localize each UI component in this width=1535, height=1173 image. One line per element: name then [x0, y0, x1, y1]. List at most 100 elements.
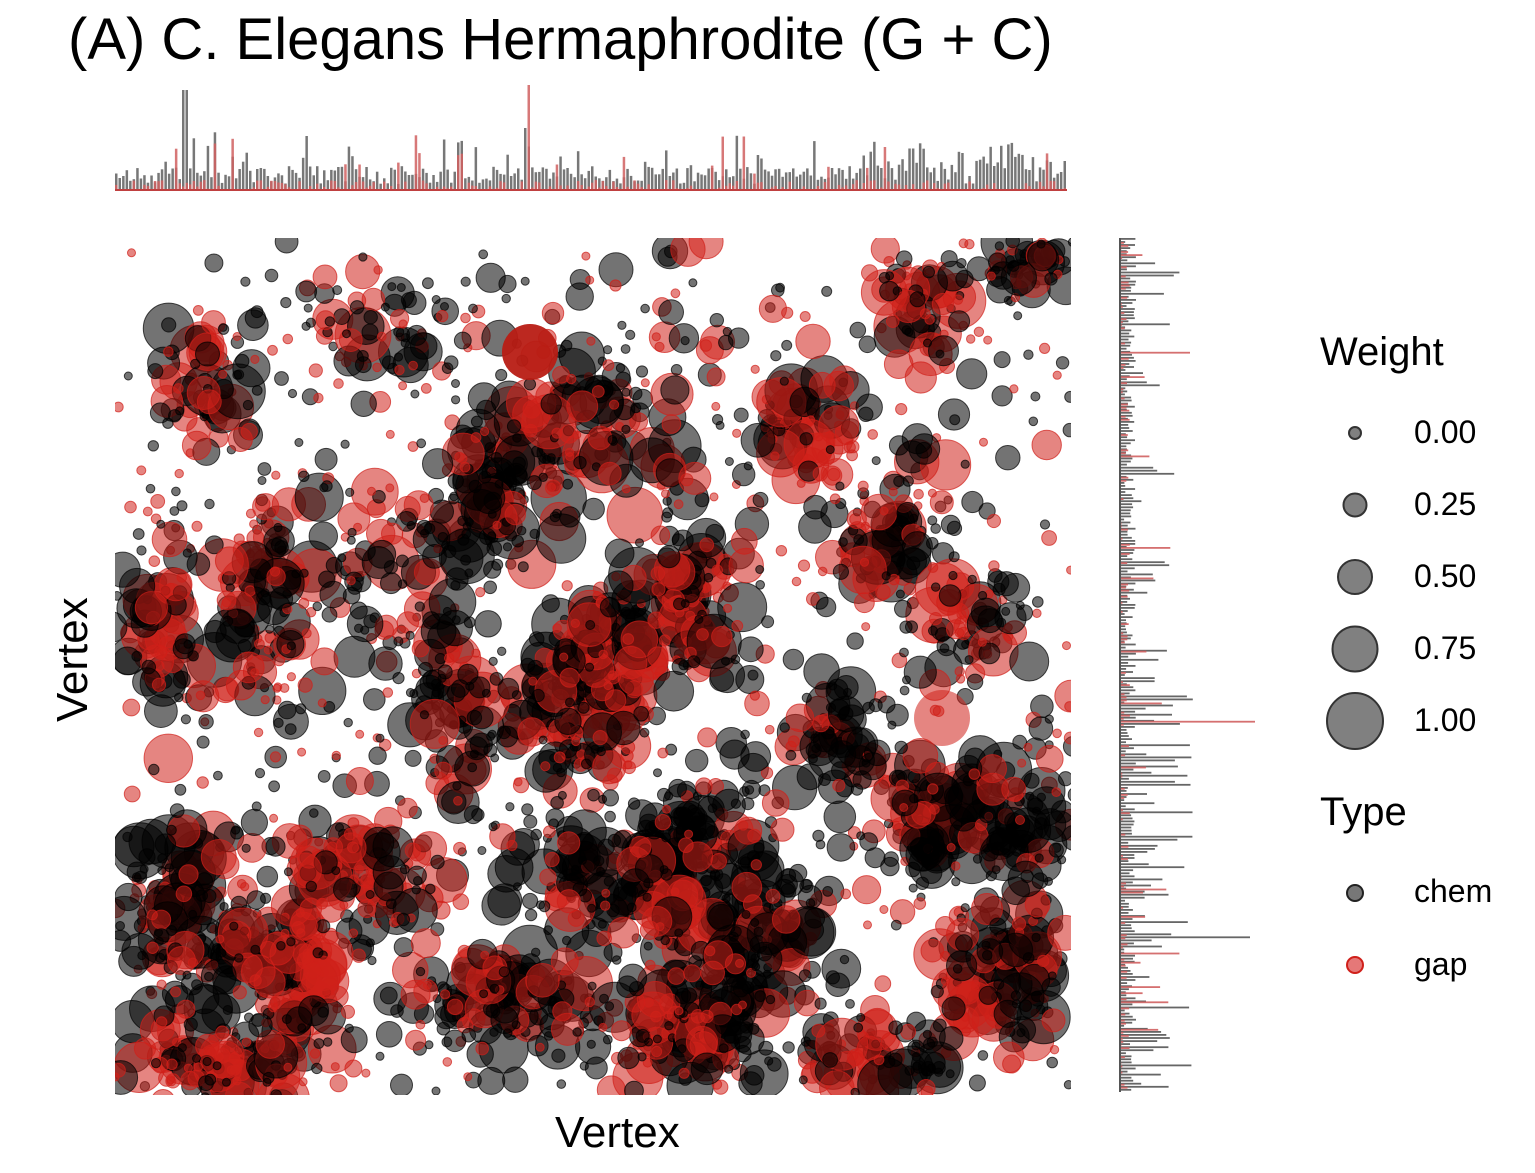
right-hist-gap-bar-115 — [1120, 589, 1130, 592]
gap-point-3492 — [857, 480, 869, 492]
chem-point-3295 — [708, 903, 736, 932]
chem-point-3257 — [978, 985, 998, 1005]
chem-point-3069 — [254, 768, 266, 779]
chem-point-2810 — [522, 892, 539, 910]
chem-point-3336 — [460, 276, 471, 287]
top-hist-gap-bar-13 — [160, 180, 164, 190]
chem-point-2995 — [796, 763, 824, 791]
gap-point-3468 — [250, 354, 260, 364]
chem-point-3808 — [978, 805, 996, 824]
chem-point-3001 — [314, 447, 338, 471]
top-hist-chem-bar-196 — [806, 168, 809, 190]
chem-point-2100 — [602, 1034, 613, 1045]
top-hist-gap-bar-242 — [968, 181, 971, 190]
right-hist-chem-bar-148 — [1120, 689, 1136, 692]
chem-point-819 — [948, 310, 971, 333]
chem-point-3834 — [981, 940, 991, 950]
gap-point-3636 — [609, 399, 620, 410]
top-hist-gap-bar-70 — [361, 181, 365, 190]
chem-point-3010 — [668, 778, 688, 798]
chem-point-3869 — [680, 336, 690, 346]
chem-point-3622 — [604, 810, 616, 823]
chem-point-2135 — [724, 1064, 734, 1074]
top-hist-chem-bar-26 — [206, 145, 210, 190]
chem-point-3830 — [265, 836, 286, 857]
chem-point-3119 — [169, 803, 185, 818]
chem-point-3756 — [642, 892, 652, 902]
gap-point-2612 — [308, 363, 323, 378]
chem-point-3509 — [576, 680, 587, 692]
gap-point-214 — [143, 733, 194, 783]
gap-point-3485 — [136, 465, 147, 476]
gap-point-2368 — [940, 976, 951, 986]
chem-point-3612 — [864, 847, 886, 869]
gap-point-3494 — [195, 690, 206, 701]
chem-point-3863 — [131, 872, 142, 882]
gap-point-3172 — [552, 1001, 573, 1022]
gap-point-3603 — [770, 451, 780, 461]
right-hist-gap-bar-19 — [1120, 296, 1128, 299]
gap-point-3071 — [840, 888, 852, 900]
gap-point-3705 — [310, 647, 339, 676]
gap-point-3642 — [771, 905, 801, 934]
top-hist-gap-bar-136 — [594, 180, 597, 190]
gap-point-large-1 — [502, 324, 558, 380]
top-hist-chem-bar-102 — [474, 147, 478, 190]
chem-point-3726 — [323, 1037, 333, 1047]
gap-point-3337 — [354, 864, 364, 874]
right-hist-gap-bar-100 — [1120, 543, 1130, 546]
chem-point-2737 — [419, 710, 429, 720]
chem-point-3835 — [248, 1013, 273, 1038]
gap-point-3064 — [1039, 342, 1051, 354]
gap-point-3580 — [968, 768, 981, 780]
right-hist-chem-bar-201 — [1120, 851, 1148, 853]
right-hist-chem-bar-44 — [1120, 372, 1143, 374]
chem-point-3057 — [721, 656, 730, 666]
chem-point-2470 — [404, 749, 422, 767]
top-hist-chem-bar-104 — [481, 179, 485, 190]
right-hist-chem-bar-178 — [1120, 780, 1175, 783]
gap-point-3259 — [540, 761, 551, 772]
top-hist-chem-bar-216 — [876, 165, 880, 190]
chem-point-2359 — [1010, 990, 1022, 1001]
chem-point-3207 — [454, 750, 490, 787]
gap-point-3853 — [812, 466, 828, 482]
chem-point-3213 — [635, 538, 644, 548]
chem-point-3796 — [204, 971, 214, 982]
right-hist-chem-bar-89 — [1120, 509, 1131, 512]
right-hist-chem-bar-124 — [1120, 616, 1133, 618]
top-hist-gap-bar-258 — [1024, 183, 1028, 190]
chem-point-3722 — [626, 902, 637, 913]
right-hist-chem-bar-260 — [1120, 1031, 1162, 1033]
right-hist-chem-bar-229 — [1120, 936, 1250, 939]
chem-point-3684 — [630, 402, 642, 414]
chem-point-3383 — [501, 479, 513, 491]
gap-point-3861 — [1031, 429, 1062, 461]
right-hist-chem-bar-206 — [1120, 866, 1185, 869]
top-hist-chem-bar-7 — [139, 178, 143, 190]
gap-point-658 — [650, 525, 671, 546]
right-hist-chem-bar-175 — [1120, 771, 1152, 774]
chem-point-3290 — [620, 868, 651, 898]
chem-point-3846 — [157, 853, 168, 864]
gap-point-154 — [191, 520, 203, 532]
right-hist-chem-bar-3 — [1120, 247, 1131, 249]
top-hist-gap-bar-191 — [788, 181, 791, 190]
top-hist-chem-bar-32 — [227, 176, 231, 190]
chem-point-3629 — [240, 276, 251, 287]
gap-point-3300 — [559, 667, 580, 688]
legend-weight-label-1: 0.25 — [1414, 486, 1477, 522]
chem-point-2438 — [1048, 842, 1064, 858]
legend-weight-label-4: 1.00 — [1414, 702, 1477, 738]
right-hist-gap-bar-111 — [1120, 577, 1154, 580]
chart-title: (A) C. Elegans Hermaphrodite (G + C) — [68, 7, 1053, 72]
gap-point-3704 — [683, 964, 702, 983]
gap-point-995 — [1032, 608, 1042, 618]
gap-point-3404 — [710, 853, 728, 870]
gap-point-3665 — [1063, 731, 1071, 745]
chem-point-2756 — [333, 635, 376, 678]
chem-point-224 — [132, 528, 145, 540]
chem-point-3739 — [156, 519, 166, 529]
chem-point-3741 — [273, 717, 284, 729]
right-hist-chem-bar-271 — [1120, 1064, 1192, 1067]
